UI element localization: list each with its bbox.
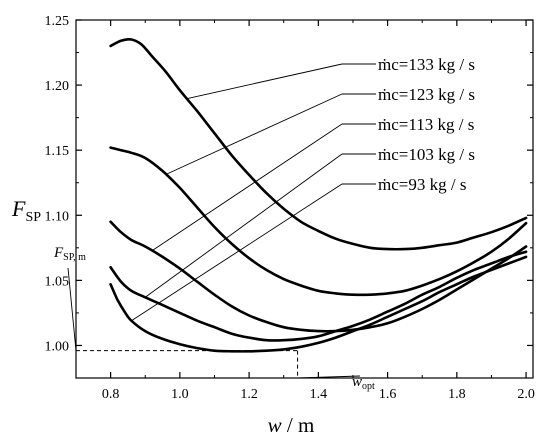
leader-line: [186, 63, 343, 100]
w-opt-label: wopt: [352, 374, 375, 392]
leader-line: [165, 93, 343, 175]
curve-label-mc-123: ṁc=123 kg / s: [378, 85, 475, 104]
curve-label-mc-93: ṁc=93 kg / s: [378, 175, 466, 194]
curve-mc-113: [109, 220, 528, 333]
x-tick-label: 2.0: [517, 387, 535, 402]
y-tick-label: 1.05: [45, 274, 70, 289]
curve-mc-123: [109, 146, 528, 297]
x-axis-title-var: w: [268, 413, 282, 437]
leader-line: [151, 123, 343, 252]
x-tick-label: 1.0: [171, 387, 189, 402]
w-opt-pointer: [297, 375, 361, 379]
y-tick-label: 1.10: [45, 209, 70, 224]
x-axis-title-unit: / m: [282, 413, 315, 437]
x-axis-title: w / m: [268, 413, 315, 437]
curve-labels: ṁc=133 kg / s ṁc=123 kg / s ṁc=113 kg / s ṁ…: [378, 55, 475, 194]
curve-label-mc-133: ṁc=133 kg / s: [378, 55, 475, 74]
y-tick-label: 1.20: [45, 79, 70, 94]
curve-label-mc-113: ṁc=113 kg / s: [378, 115, 474, 134]
x-tick-label: 1.4: [310, 387, 328, 402]
x-tick-label: 1.8: [448, 387, 466, 402]
y-axis-title-sub: SP: [25, 210, 41, 225]
leader-line: [144, 153, 343, 298]
curve-mc-103: [109, 250, 528, 342]
y-tick-label: 1.00: [45, 339, 70, 354]
x-tick-label: 1.6: [379, 387, 397, 402]
curve-mc-133: [109, 37, 528, 251]
annotation-lines: [67, 63, 376, 379]
curve-mc-93: [109, 255, 528, 353]
fsp-min-pointer: [67, 267, 77, 351]
curve-label-mc-103: ṁc=103 kg / s: [378, 145, 475, 164]
axis-tick-labels: 0.8 1.0 1.2 1.4 1.6 1.8 2.0 1.00 1.05 1.10 1.15 1.2…: [45, 14, 535, 402]
y-axis-title: FSP: [11, 196, 41, 225]
curves: [109, 37, 528, 353]
y-axis-title-main: F: [11, 196, 26, 221]
y-tick-label: 1.25: [45, 14, 70, 29]
y-tick-label: 1.15: [45, 144, 70, 159]
x-tick-label: 0.8: [102, 387, 120, 402]
x-tick-label: 1.2: [240, 387, 258, 402]
leader-line: [131, 183, 343, 322]
fsp-min-label: FSP, m: [53, 245, 86, 263]
